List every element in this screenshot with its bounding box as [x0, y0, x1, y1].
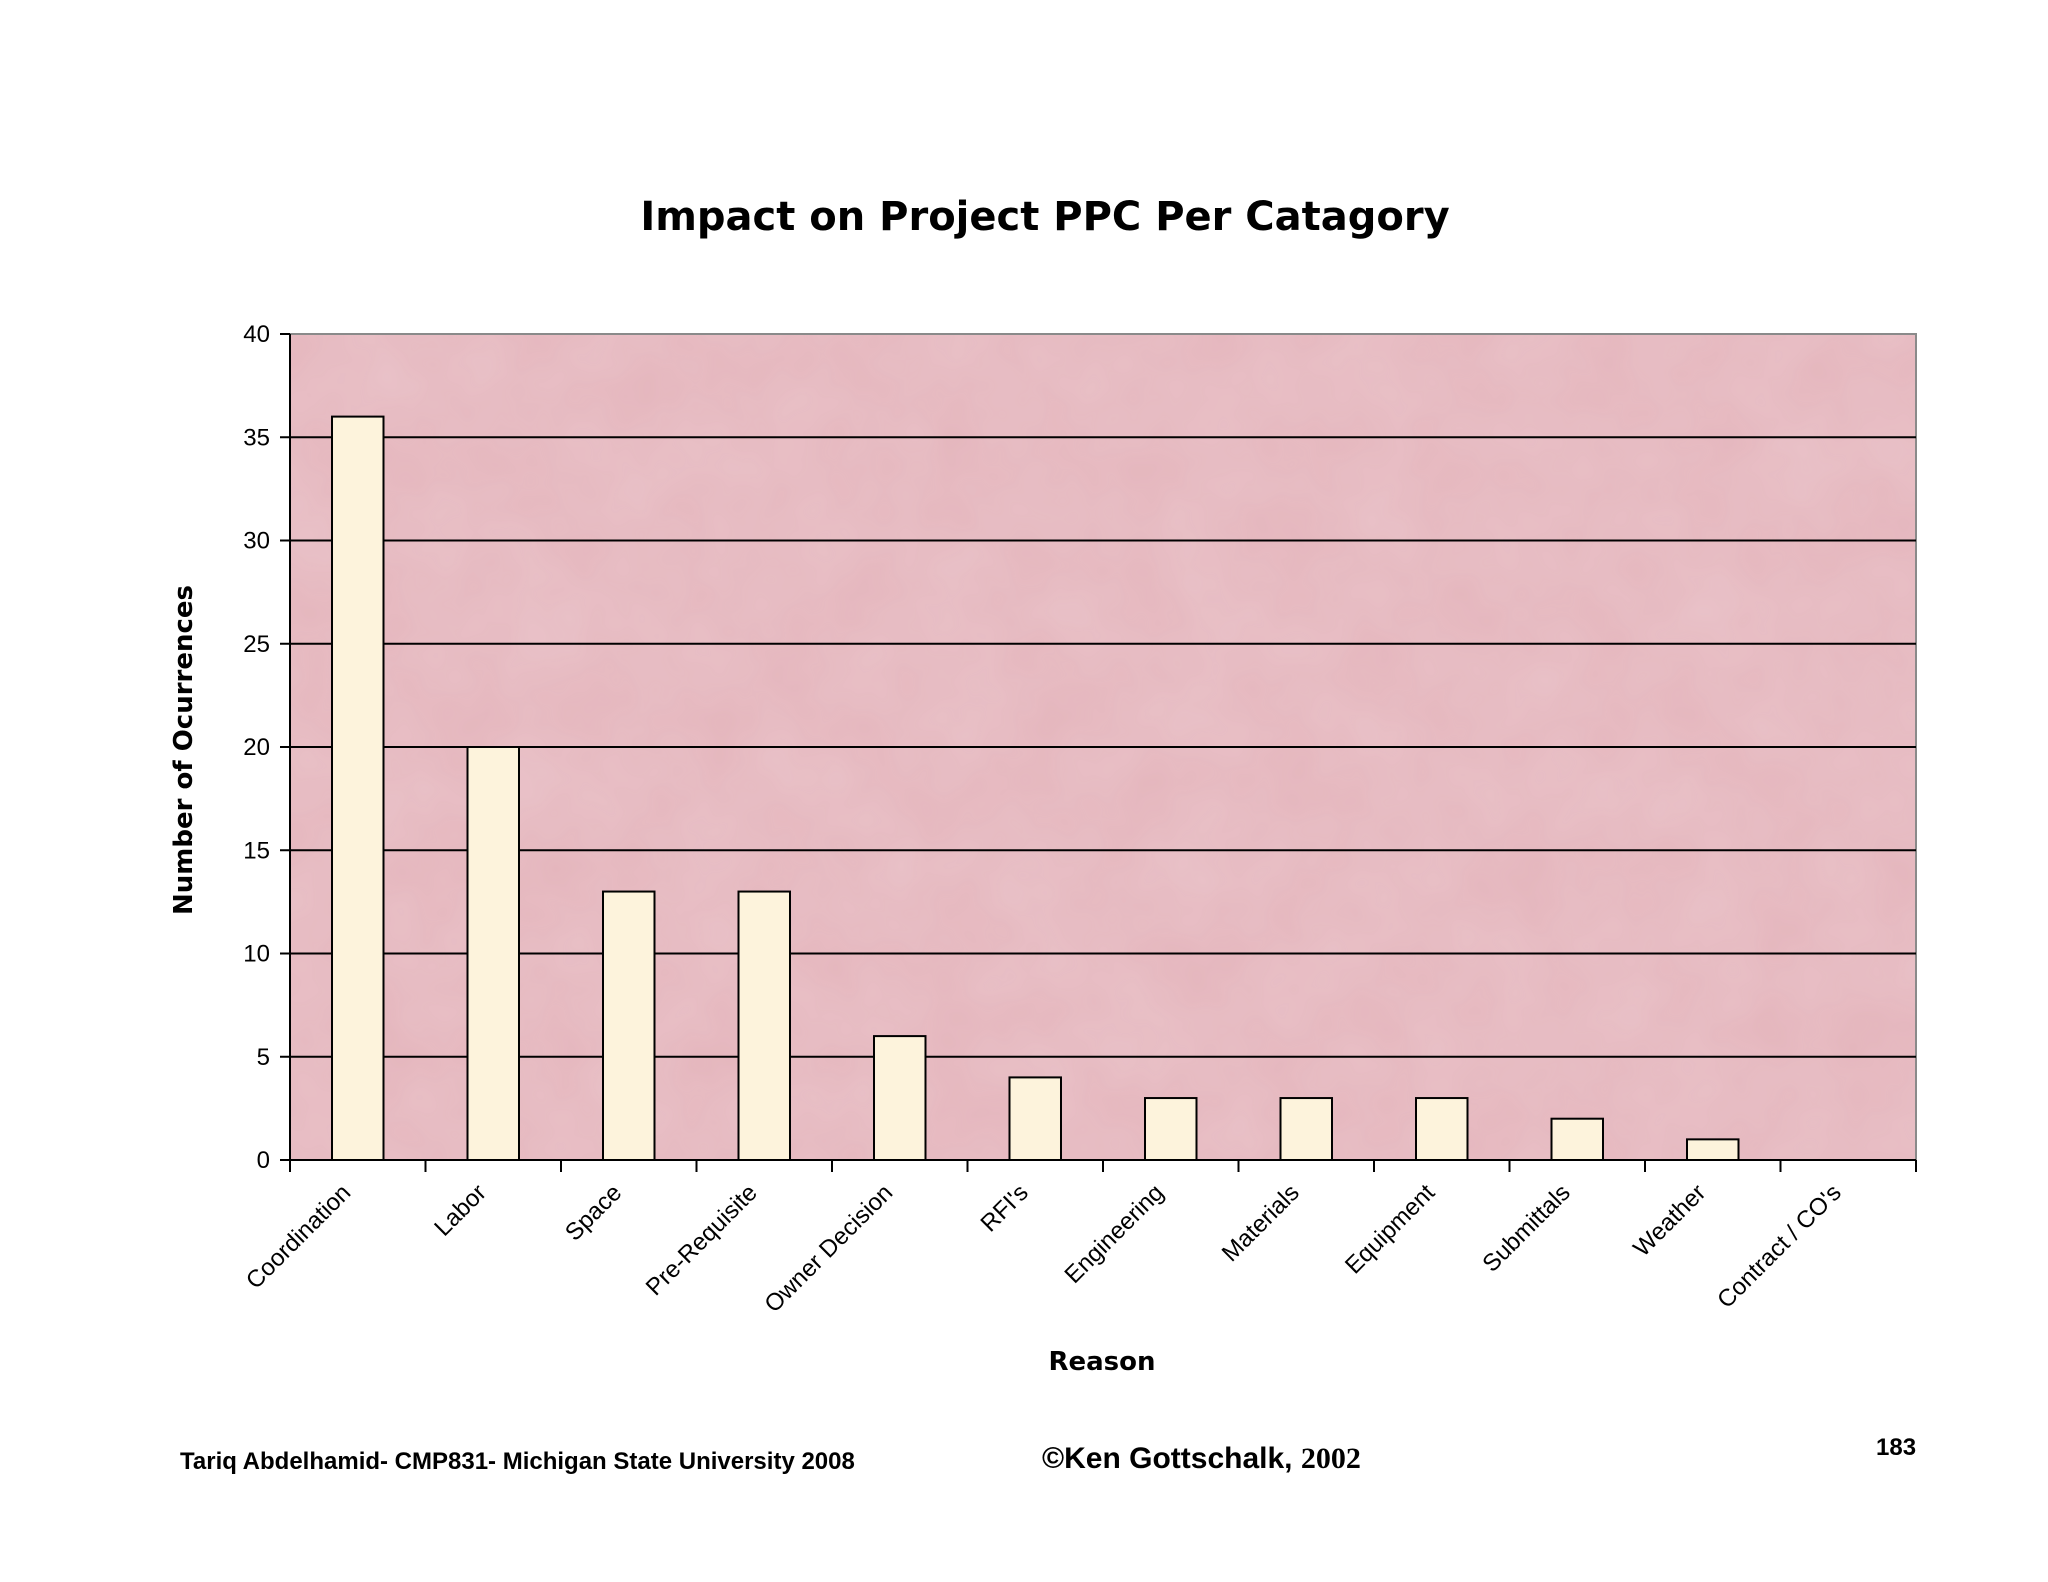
y-tick-label: 10 — [243, 941, 270, 968]
bar-coordination — [331, 415, 385, 1162]
footer-copyright: ©Ken Gottschalk, 2002 — [1042, 1442, 1361, 1476]
x-tick-label: Engineering — [1060, 1179, 1170, 1289]
x-tick-label: Contract / CO's — [1712, 1179, 1847, 1314]
y-tick-label: 30 — [243, 528, 270, 555]
x-tick-label: Space — [560, 1179, 627, 1246]
y-tick-label: 40 — [243, 321, 270, 348]
y-tick-label: 5 — [257, 1044, 270, 1071]
x-tick-label: Weather — [1628, 1179, 1711, 1262]
y-tick-label: 20 — [243, 734, 270, 761]
x-tick-label: Pre-Requisite — [641, 1179, 763, 1301]
copyright-name: ©Ken Gottschalk, — [1042, 1442, 1301, 1475]
bar-rfi-s — [1008, 1076, 1062, 1162]
y-axis-title: Number of Ocurrences — [169, 585, 199, 915]
bar-space — [602, 890, 656, 1161]
x-tick-label: Materials — [1217, 1179, 1305, 1267]
y-tick-label: 0 — [257, 1147, 270, 1174]
x-tick-label: Submittals — [1477, 1179, 1575, 1277]
bar-labor — [466, 746, 520, 1161]
bar-submittals — [1550, 1117, 1604, 1161]
gridlines — [290, 436, 1916, 1058]
x-tick-labels: Coordination Labor Space Pre-RequisiteOwner… — [241, 1179, 1847, 1318]
x-tick-label: Coordination — [241, 1179, 356, 1294]
bar-pre-requisite — [737, 890, 791, 1161]
bar-weather — [1686, 1138, 1740, 1161]
y-tick-label: 25 — [243, 631, 270, 658]
y-tick-label: 35 — [243, 424, 270, 451]
footer-attribution: Tariq Abdelhamid- CMP831- Michigan State… — [180, 1448, 855, 1475]
y-tick-labels: 0 5 10 15 20 25 30 35 40 — [243, 321, 270, 1174]
x-tick-label: Equipment — [1340, 1179, 1440, 1279]
axes — [280, 333, 1917, 1172]
x-tick-label: Owner Decision — [759, 1179, 898, 1318]
y-tick-label: 15 — [243, 837, 270, 864]
bar-engineering — [1144, 1097, 1198, 1162]
chart-title: Impact on Project PPC Per Catagory — [640, 194, 1449, 240]
page-number: 183 — [1876, 1434, 1917, 1461]
x-axis-title: Reason — [1048, 1347, 1155, 1377]
bar-equipment — [1415, 1097, 1469, 1162]
x-tick-label: Labor — [429, 1179, 492, 1242]
copyright-year: 2002 — [1300, 1442, 1361, 1475]
bar-owner-decision — [873, 1035, 927, 1161]
bar-materials — [1279, 1097, 1333, 1162]
x-tick-label: RFI's — [976, 1179, 1034, 1237]
